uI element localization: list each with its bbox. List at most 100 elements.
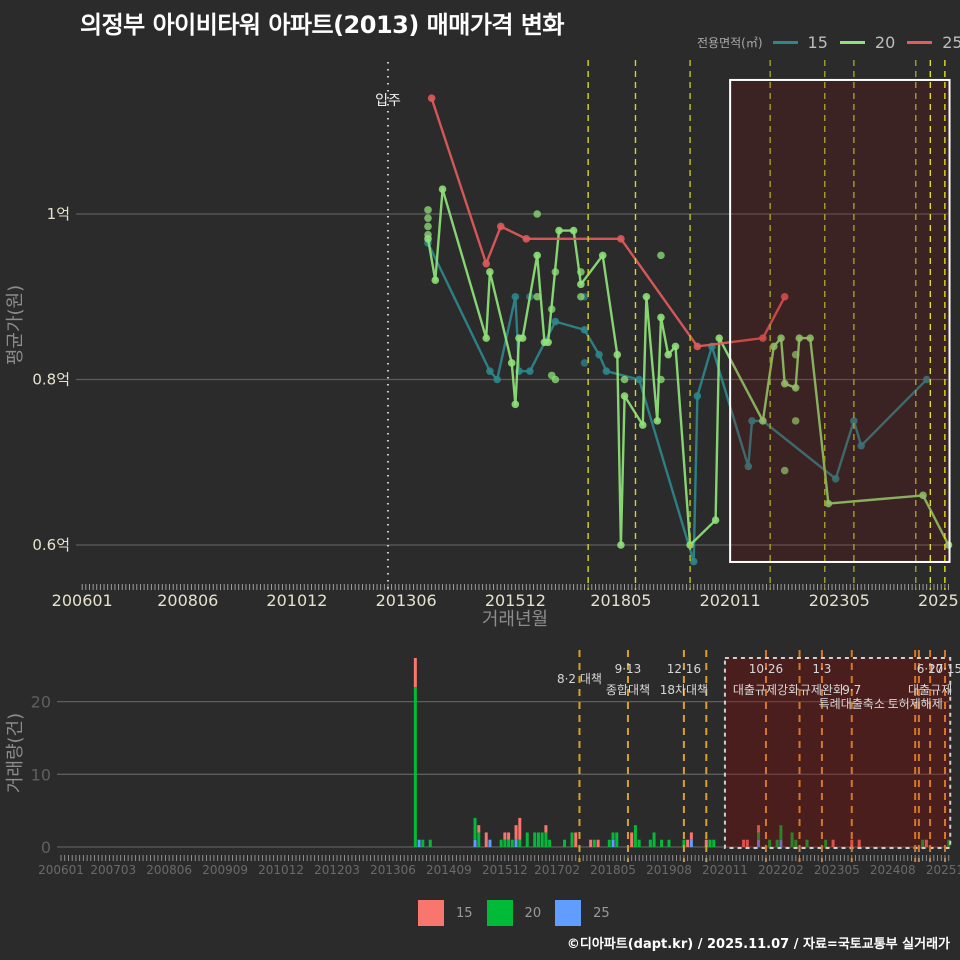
legend-line-swatch-25: [907, 40, 933, 44]
volume-bar-20: [660, 839, 664, 847]
volume-bar-20: [652, 832, 656, 847]
volume-bar-20: [615, 832, 619, 847]
volume-bar-25: [417, 839, 421, 847]
area-legend: 전용면적(㎡) 15 20 25: [697, 31, 960, 53]
volume-bar-15: [704, 839, 708, 847]
volume-bar-20: [775, 839, 779, 847]
volume-bar-20: [540, 832, 544, 847]
x-tick-label: 202305: [809, 591, 870, 610]
volume-bar-20: [507, 839, 511, 847]
x-tick-label: 201012: [258, 863, 304, 877]
avg-price-point: [715, 334, 723, 342]
legend-line-swatch-20: [839, 40, 865, 44]
volume-bar-20: [805, 839, 809, 847]
highlight-overlay: [730, 79, 950, 562]
volume-bar-15: [514, 825, 518, 840]
y-tick-label: 0.8억: [32, 371, 70, 389]
volume-bar-20: [667, 839, 671, 847]
avg-price-point: [850, 417, 858, 425]
price-chart: 1억 0.8억 0.6억 입주 200601 200806 201012 201306 2015…: [32, 60, 960, 610]
volume-bar-15: [589, 839, 593, 847]
volume-bar-20: [712, 839, 716, 847]
volume-bar-20: [947, 839, 951, 847]
avg-price-point: [653, 417, 662, 425]
volume-bar-20: [518, 839, 522, 847]
x-tick-label: 201805: [590, 591, 651, 610]
avg-price-point: [777, 334, 785, 342]
volume-bar-15: [924, 839, 928, 847]
avg-price-point: [511, 292, 520, 301]
avg-price-point: [689, 557, 698, 566]
avg-price-point: [598, 251, 607, 260]
volume-bar-20: [757, 832, 761, 840]
policy-event-label: 특례대출축소: [819, 697, 885, 711]
volume-bar-25: [611, 839, 615, 847]
avg-price-point: [824, 499, 833, 508]
trade-point: [657, 375, 665, 384]
volume-bar-20: [477, 832, 481, 847]
volume-bar-20: [779, 825, 783, 840]
policy-event-label: 토허제해제: [888, 697, 943, 711]
volume-bar-15: [850, 839, 854, 847]
trade-point: [424, 214, 432, 222]
avg-price-point: [635, 375, 643, 384]
volume-bar-15: [857, 839, 861, 847]
avg-price-point: [493, 375, 501, 384]
policy-event-label: 9·7: [842, 683, 861, 697]
trade-point: [577, 292, 585, 301]
legend-label-20: 20: [874, 32, 896, 52]
volume-bar-25: [488, 839, 492, 847]
volume-bar-15: [518, 817, 522, 840]
avg-price-point: [711, 516, 720, 524]
trade-point: [791, 417, 800, 425]
y-tick-label: 20: [31, 693, 51, 712]
volume-bar-20: [648, 839, 652, 847]
legend-line-swatch-15: [772, 40, 798, 44]
avg-price-point: [806, 334, 814, 342]
volume-bar-20: [570, 832, 574, 847]
volume-bar-20: [533, 832, 537, 847]
x-tick-label: 202408: [870, 863, 916, 877]
series-20: [424, 185, 953, 549]
x-tick-label: 201702: [534, 863, 580, 877]
x-tick-label: 202511: [918, 591, 960, 610]
volume-bar-20: [708, 839, 712, 847]
trade-point: [620, 375, 629, 384]
trade-point: [424, 222, 432, 231]
chart-title: 의정부 아이비타워 아파트(2013) 매매가격 변화: [80, 11, 565, 39]
avg-price-point: [638, 421, 647, 429]
volume-bar-20: [413, 687, 417, 847]
price-line-25: [430, 97, 786, 348]
avg-price-point: [671, 342, 680, 351]
volume-bar-20: [536, 832, 540, 847]
volume-bar-20: [421, 839, 425, 847]
avg-price-point: [544, 338, 552, 347]
avg-price-point: [555, 226, 563, 235]
policy-event-label: 9·13: [615, 662, 642, 676]
x-tick-label: 201512: [485, 591, 546, 610]
avg-price-point: [613, 350, 622, 359]
policy-event-label: 10·15: [928, 662, 960, 676]
volume-bar-15: [544, 825, 548, 833]
legend-swatch-20: [486, 900, 513, 926]
avg-price-point: [602, 367, 611, 376]
policy-event-label: 종합대책: [606, 682, 650, 697]
legend-swatch-15: [418, 900, 444, 926]
avg-price-point: [518, 334, 527, 342]
x-tick-label: 202305: [814, 863, 860, 877]
trade-point: [551, 375, 560, 384]
volume-bar-20: [607, 839, 611, 847]
avg-price-point: [693, 392, 702, 400]
x-tick-label: 202011: [702, 863, 748, 877]
avg-price-point: [497, 222, 505, 231]
volume-bar-25: [757, 839, 761, 847]
avg-price-point: [780, 379, 789, 388]
policy-event-label: 6·27: [917, 662, 944, 676]
avg-price-point: [424, 235, 432, 243]
volume-bar-20: [503, 839, 507, 847]
volume-bar-20: [563, 839, 567, 847]
volume-y-axis-title: 거래량(건): [5, 712, 26, 794]
x-tick-label: 200703: [90, 863, 136, 877]
volume-bar-25: [689, 839, 693, 847]
volume-bar-15: [689, 832, 693, 840]
